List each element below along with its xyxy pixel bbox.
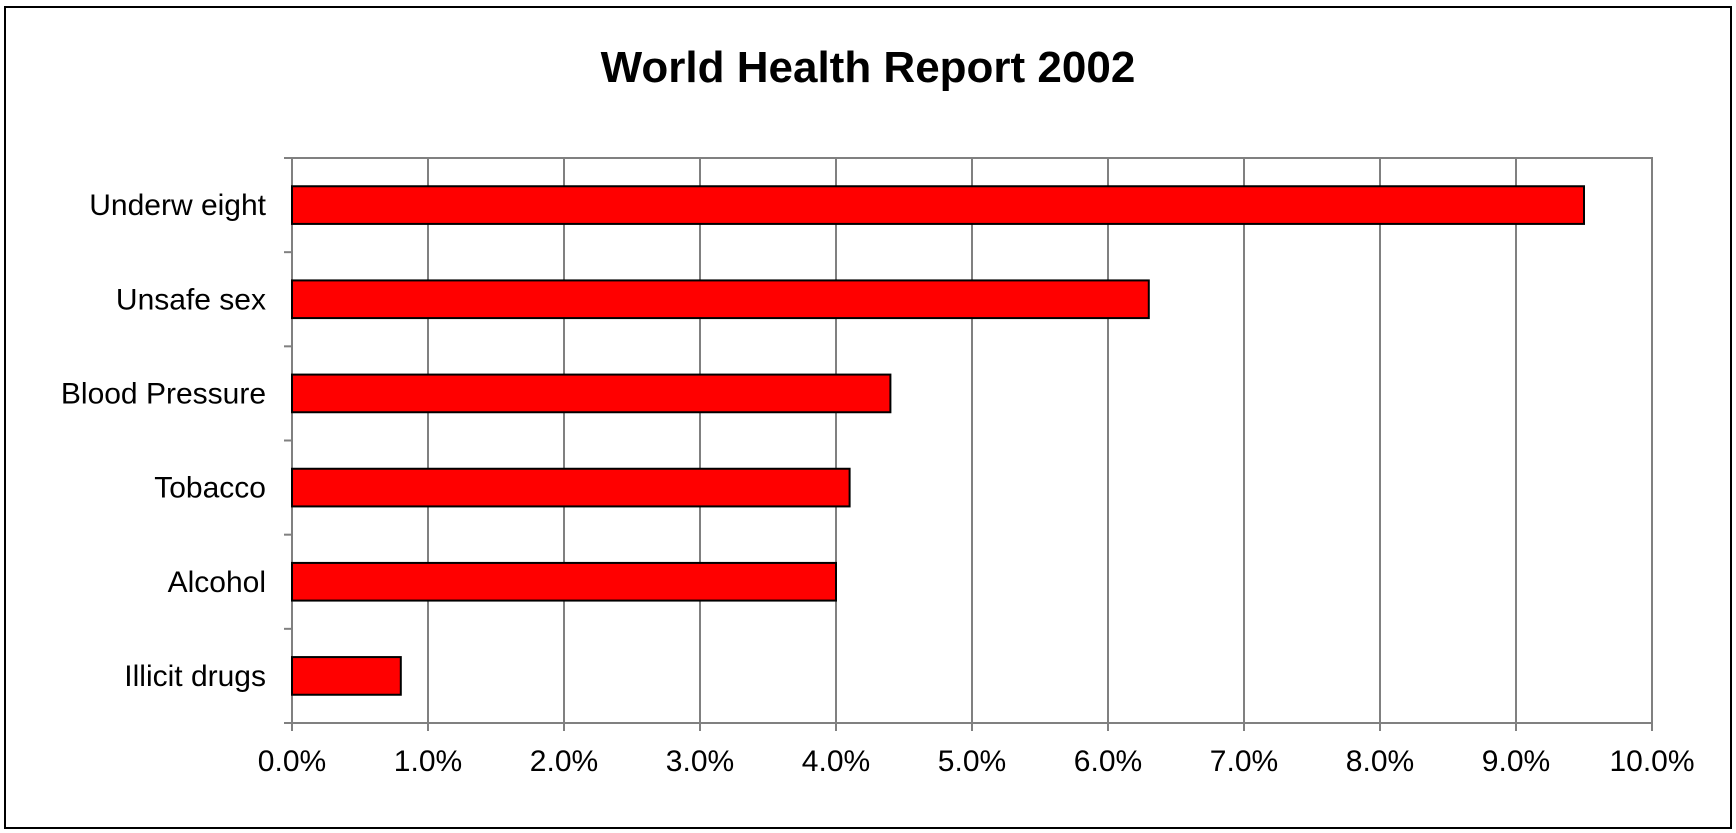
chart-title: World Health Report 2002	[601, 43, 1136, 92]
category-label: Blood Pressure	[61, 377, 266, 410]
x-tick-label: 1.0%	[394, 745, 462, 778]
category-label: Underw eight	[89, 189, 266, 222]
bar	[291, 561, 837, 602]
category-label: Illicit drugs	[124, 660, 266, 693]
x-tick-label: 2.0%	[530, 745, 598, 778]
bar	[291, 279, 1150, 320]
category-label: Alcohol	[168, 566, 266, 599]
category-label: Unsafe sex	[116, 283, 266, 316]
x-tick-label: 4.0%	[802, 745, 870, 778]
bars	[291, 185, 1585, 696]
gridlines	[427, 158, 1517, 723]
bar	[291, 656, 402, 696]
category-label: Tobacco	[154, 472, 266, 505]
x-tick-label: 5.0%	[938, 745, 1006, 778]
tick-labels: 0.0% 1.0% 2.0% 3.0% 4.0% 5.0% 6.0% 7.0% 8.0% 9.0%…	[258, 745, 1695, 778]
x-tick-label: 0.0%	[258, 745, 326, 778]
x-tick-label: 3.0%	[666, 745, 734, 778]
x-tick-label: 7.0%	[1210, 745, 1278, 778]
category-labels: Underw eight Unsafe sex Blood Pressure Toba…	[61, 189, 267, 693]
x-tick-label: 9.0%	[1482, 745, 1550, 778]
bar	[291, 373, 892, 414]
x-tick-label: 10.0%	[1609, 745, 1694, 778]
bar	[291, 467, 851, 508]
x-tick-label: 8.0%	[1346, 745, 1414, 778]
x-tick-label: 6.0%	[1074, 745, 1142, 778]
axes	[284, 157, 1653, 731]
bar	[291, 185, 1585, 225]
